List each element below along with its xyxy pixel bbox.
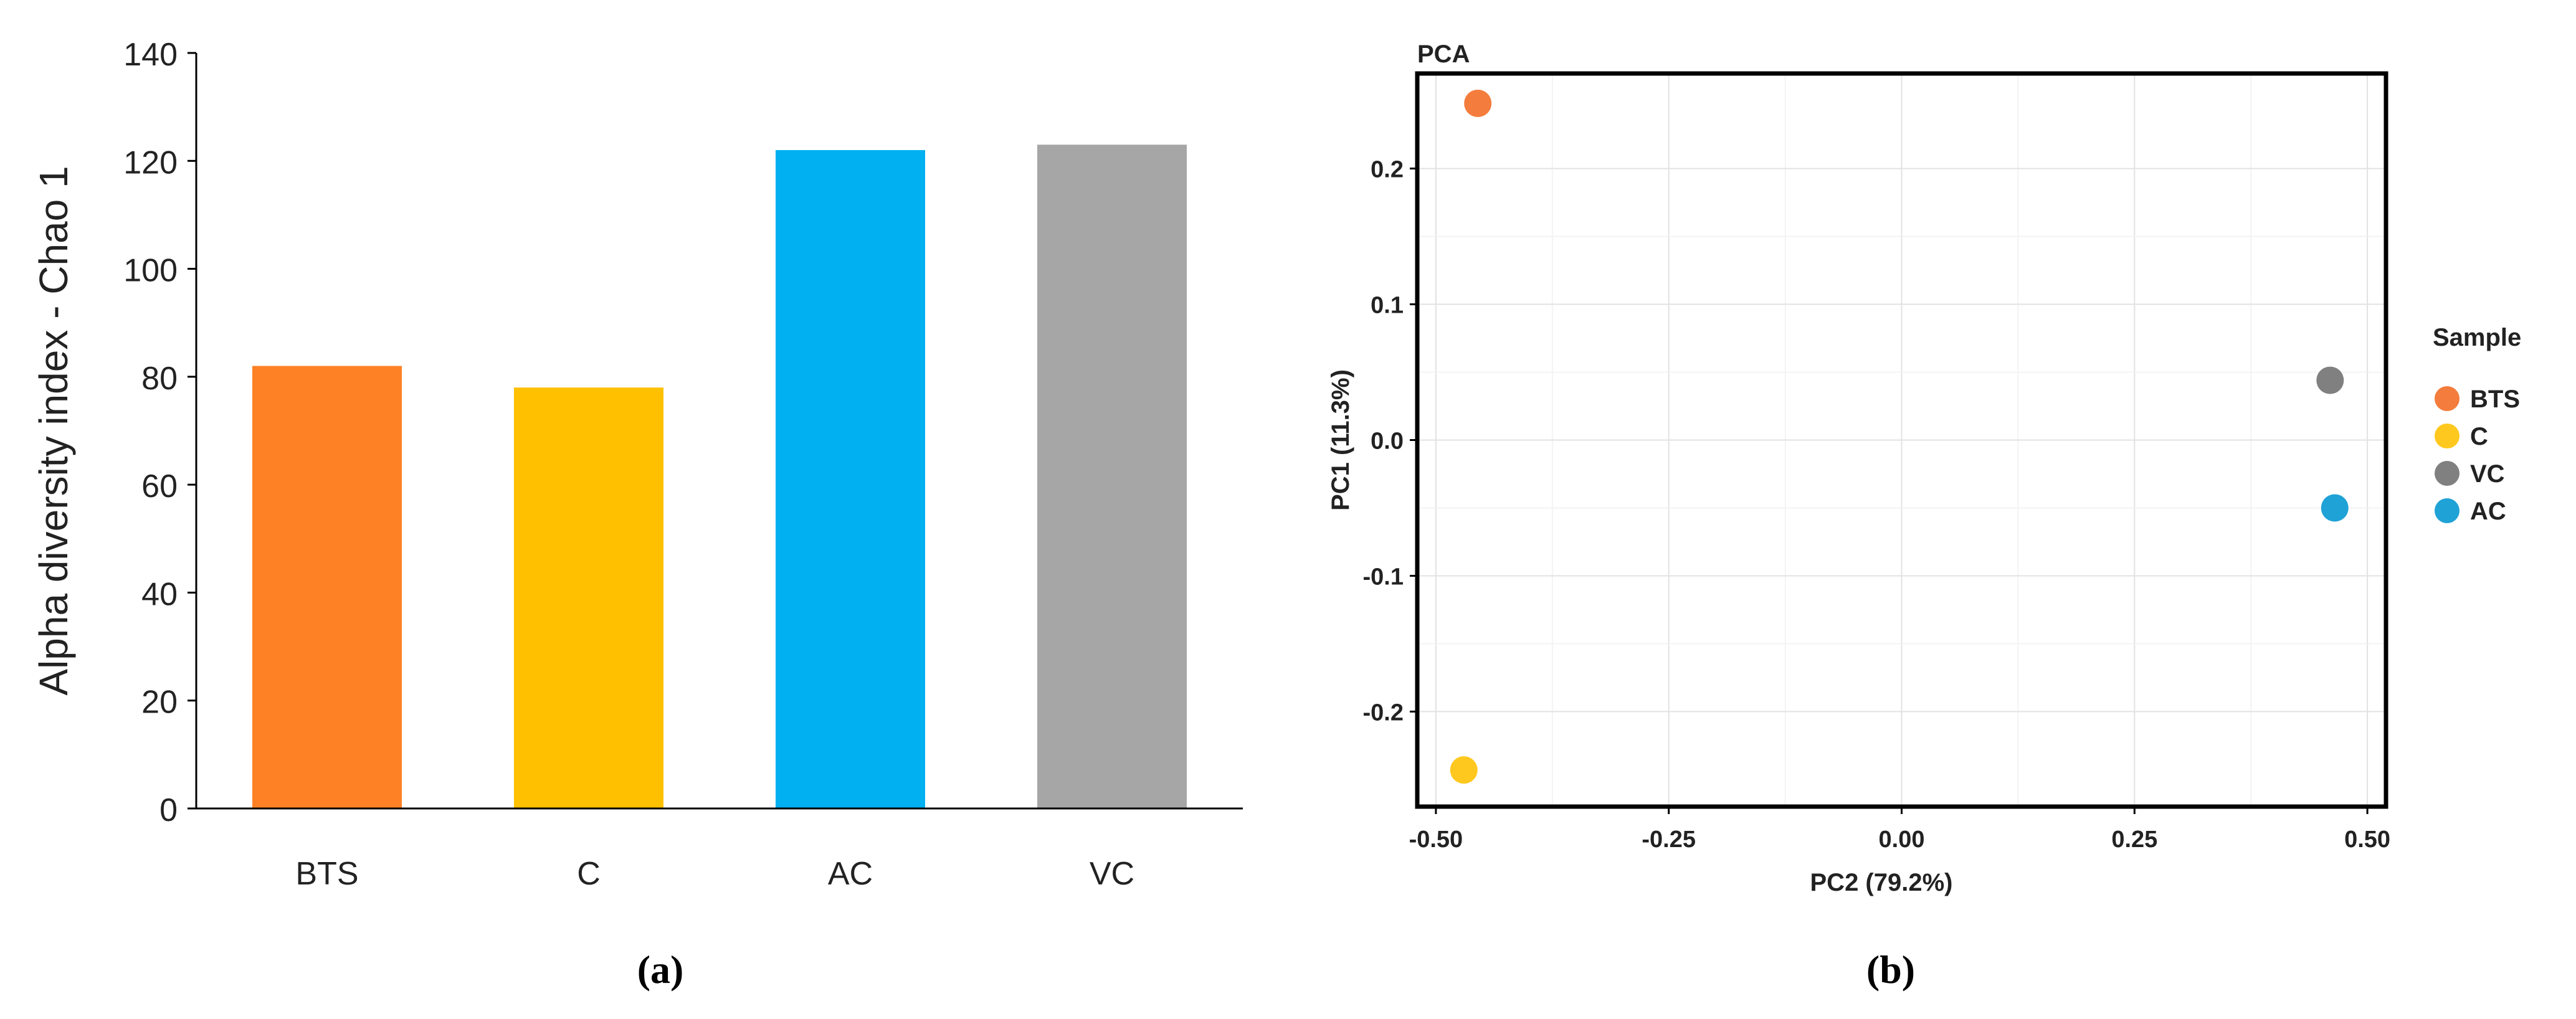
y-tick-label: -0.1 (1363, 564, 1404, 590)
pca-y-ticks: 0.2 0.1 0.0 -0.1 -0.2 (1363, 157, 1417, 726)
x-tick-label: AC (828, 856, 873, 892)
pca-grid (1417, 73, 2386, 807)
bar-chart-panel: Alpha diversity index - Chao 1 0 20 40 60 80… (31, 37, 1243, 992)
y-tick-label: 40 (141, 576, 178, 612)
bar-chart-x-ticks: BTS C AC VC (295, 856, 1134, 892)
pca-legend: Sample BTS C VC AC (2433, 324, 2521, 525)
y-tick-label: 120 (123, 145, 178, 181)
pca-x-ticks: -0.50 -0.25 0.00 0.25 0.50 (1409, 807, 2390, 853)
bar-vc (1037, 145, 1187, 809)
y-tick-label: 0.0 (1371, 429, 1404, 455)
x-tick-label: C (577, 856, 601, 892)
y-tick-label: 100 (123, 253, 178, 289)
bar-c (514, 387, 663, 808)
bar-chart-y-axis-label: Alpha diversity index - Chao 1 (31, 166, 76, 695)
bar-chart-bars (252, 145, 1187, 809)
x-tick-label: 0.00 (1879, 827, 1925, 853)
y-tick-label: 20 (141, 685, 178, 721)
panel-label-a: (a) (637, 947, 684, 992)
pca-y-axis-label: PC1 (11.3%) (1327, 369, 1354, 511)
legend-marker-c (2435, 424, 2460, 448)
legend-label: VC (2470, 460, 2505, 488)
x-tick-label: 0.50 (2344, 827, 2390, 853)
point-ac (2321, 494, 2349, 522)
y-tick-label: 0.1 (1371, 293, 1404, 319)
y-tick-label: 80 (141, 361, 178, 397)
legend-marker-vc (2435, 461, 2460, 486)
bar-chart-y-ticks: 0 20 40 60 80 100 120 140 (123, 37, 196, 828)
pca-points (1450, 89, 2349, 784)
legend-marker-bts (2435, 386, 2460, 411)
point-vc (2316, 366, 2344, 394)
x-tick-label: -0.50 (1409, 827, 1463, 853)
y-tick-label: 140 (123, 37, 178, 73)
legend-marker-ac (2435, 498, 2460, 523)
pca-scatter-panel: PCA 0.2 0.1 0.0 -0.1 -0.2 -0.50 -0.25 0.00 0.25… (1327, 40, 2521, 992)
point-bts (1464, 89, 1492, 117)
x-tick-label: BTS (295, 856, 358, 892)
legend-label: BTS (2470, 386, 2520, 413)
pca-title: PCA (1417, 40, 1470, 68)
x-tick-label: 0.25 (2111, 827, 2157, 853)
legend-label: AC (2470, 498, 2506, 525)
point-c (1450, 756, 1478, 784)
y-tick-label: 60 (141, 468, 178, 505)
x-tick-label: -0.25 (1642, 827, 1696, 853)
pca-x-axis-label: PC2 (79.2%) (1810, 869, 1953, 896)
bar-ac (776, 149, 925, 808)
legend-title: Sample (2433, 324, 2521, 351)
x-tick-label: VC (1090, 856, 1134, 892)
y-tick-label: 0.2 (1371, 157, 1404, 183)
legend-label: C (2470, 423, 2488, 450)
y-tick-label: 0 (159, 792, 178, 828)
bar-bts (252, 366, 402, 808)
panel-label-b: (b) (1866, 947, 1915, 992)
y-tick-label: -0.2 (1363, 699, 1404, 726)
